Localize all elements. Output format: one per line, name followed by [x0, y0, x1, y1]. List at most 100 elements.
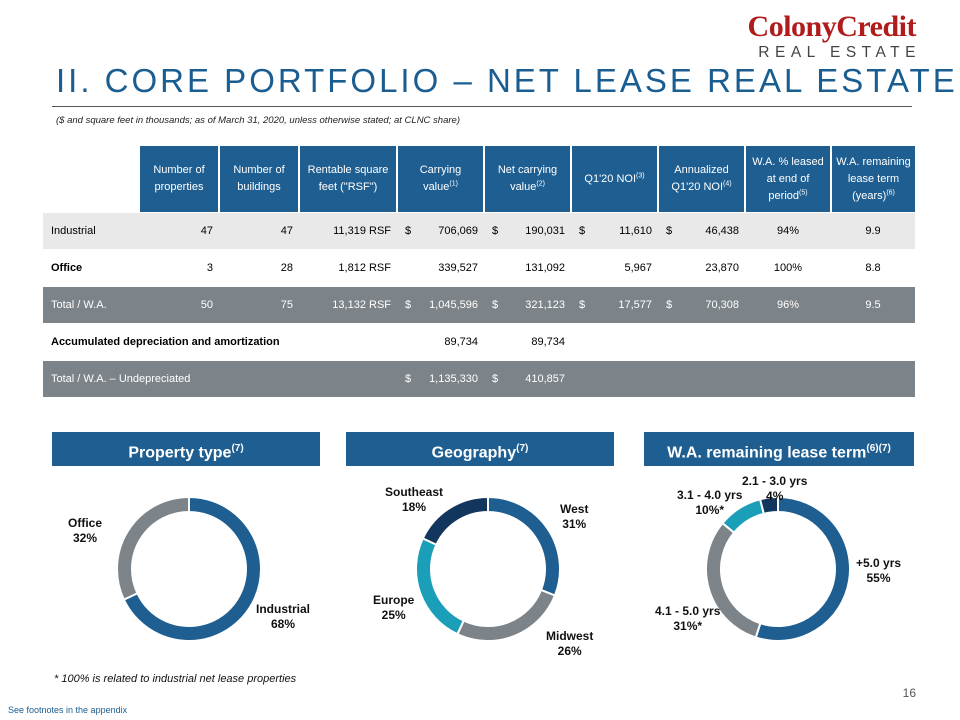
cell-properties — [139, 323, 219, 361]
currency-symbol: $ — [579, 299, 586, 311]
currency-symbol: $ — [405, 373, 412, 385]
donut-segment-west — [487, 497, 560, 597]
cell-leased — [745, 360, 831, 397]
page-number: 16 — [902, 686, 916, 700]
donut-label-4-5yrs: 4.1 - 5.0 yrs 31%* — [655, 604, 720, 634]
donut-label-2-3yrs: 2.1 - 3.0 yrs 4% — [742, 474, 807, 504]
cell-value: 5,967 — [624, 262, 652, 274]
header-footnote: (6) — [886, 188, 895, 196]
segment-percent: 31% — [562, 517, 587, 531]
donut-label-midwest: Midwest 26% — [546, 629, 593, 659]
currency-symbol: $ — [405, 299, 412, 311]
cell-noi: $17,577 — [571, 286, 658, 324]
donut-segment-office — [117, 497, 190, 601]
segment-percent: 32% — [72, 531, 98, 545]
segment-name: Industrial — [256, 602, 311, 616]
header-footnote: (1) — [449, 180, 458, 188]
panel-title-footnote: (7) — [516, 443, 529, 454]
cell-buildings: 28 — [219, 249, 299, 287]
cell-carrying: 89,734 — [397, 323, 484, 361]
header-properties: Number of properties — [138, 146, 219, 213]
header-text: Q1'20 NOI — [584, 172, 637, 185]
segment-name: 4.1 - 5.0 yrs — [655, 604, 721, 618]
cell-term: 9.5 — [831, 286, 915, 324]
currency-symbol: $ — [492, 225, 499, 237]
header-wa-lease-term: W.A. remaining lease term (years)(6) — [830, 146, 915, 213]
row-label: Total / W.A. – Undepreciated — [43, 360, 190, 397]
cell-value: 339,527 — [438, 262, 478, 274]
cell-value: 190,031 — [525, 225, 565, 237]
cell-properties: 3 — [139, 249, 219, 287]
cell-value: 46,438 — [705, 225, 739, 237]
segment-percent: 55% — [866, 571, 891, 585]
segment-name: Office — [68, 516, 103, 530]
cell-carrying: 339,527 — [397, 249, 484, 287]
cell-rsf: 1,812 RSF — [299, 249, 397, 287]
header-footnote: (2) — [536, 180, 545, 188]
currency-symbol: $ — [405, 225, 412, 237]
lease-term-donut — [706, 497, 850, 641]
table-header-row: Number of properties Number of buildings… — [43, 146, 915, 213]
table-row: Industrial 47 47 11,319 RSF $706,069 $190,031… — [43, 212, 915, 250]
cell-properties: 50 — [139, 286, 219, 324]
header-rsf: Rentable square feet ("RSF") — [298, 146, 397, 213]
header-text: Number of buildings — [233, 164, 285, 193]
cell-leased: 96% — [745, 286, 831, 324]
cell-rsf: 13,132 RSF — [299, 286, 397, 324]
segment-name: 3.1 - 4.0 yrs — [677, 488, 743, 502]
segment-percent: 68% — [270, 617, 296, 631]
row-label: Office — [43, 249, 139, 287]
cell-value: 131,092 — [525, 262, 565, 274]
portfolio-table-container: Number of properties Number of buildings… — [43, 146, 915, 397]
cell-buildings: 75 — [219, 286, 299, 324]
donut-segment-5-0-yrs — [754, 497, 850, 641]
panel-title-footnote: (7) — [231, 443, 244, 454]
cell-leased — [745, 323, 831, 361]
cell-rsf: 11,319 RSF — [299, 212, 397, 250]
cell-ann — [658, 360, 745, 397]
header-text: Carrying value — [419, 164, 462, 193]
panel-title-footnote: (6)(7) — [866, 443, 891, 454]
panel-header-lease-term: W.A. remaining lease term(6)(7) — [644, 432, 914, 466]
cell-value: 706,069 — [438, 225, 478, 237]
panel-title: Property type — [128, 444, 232, 462]
donut-label-office: Office 32% — [68, 516, 102, 546]
cell-net: 89,734 — [484, 323, 571, 361]
cell-value: 11,610 — [619, 225, 652, 237]
segment-name: Southeast — [385, 485, 444, 499]
donut-segment-southeast — [421, 497, 489, 547]
cell-ann — [658, 323, 745, 361]
cell-value: 89,734 — [444, 336, 478, 348]
header-text: Number of properties — [153, 164, 205, 193]
cell-net: $321,123 — [484, 286, 571, 324]
donut-segment-industrial — [122, 497, 261, 641]
footnote-industrial: * 100% is related to industrial net leas… — [54, 673, 297, 685]
segment-percent: 4% — [766, 489, 784, 503]
header-text: W.A. remaining lease term (years) — [836, 155, 911, 202]
currency-symbol: $ — [666, 225, 673, 237]
table-row: Total / W.A. 50 75 13,132 RSF $1,045,596 $321… — [43, 286, 915, 324]
table-row: Total / W.A. – Undepreciated $1,135,330 $4… — [43, 360, 915, 397]
panel-header-geography: Geography(7) — [346, 432, 614, 466]
row-label: Accumulated depreciation and amortizatio… — [43, 323, 280, 361]
cell-net: $410,857 — [484, 360, 571, 397]
header-text: Annualized Q1'20 NOI — [671, 164, 729, 193]
cell-ann: 23,870 — [658, 249, 745, 287]
cell-value: 1,135,330 — [429, 373, 478, 385]
cell-ann: $46,438 — [658, 212, 745, 250]
cell-properties: 47 — [139, 212, 219, 250]
cell-buildings — [219, 323, 299, 361]
logo-subtitle: REAL ESTATE — [758, 44, 921, 61]
donut-segment-europe — [416, 537, 466, 636]
segment-name: Europe — [373, 593, 415, 607]
cell-leased: 94% — [745, 212, 831, 250]
header-wa-leased: W.A. % leased at end of period(5) — [744, 146, 831, 213]
cell-properties — [139, 360, 219, 397]
table-body: Industrial 47 47 11,319 RSF $706,069 $190,031… — [43, 212, 915, 397]
geography-donut — [416, 497, 560, 641]
row-label: Total / W.A. — [43, 286, 139, 324]
cell-rsf — [299, 360, 397, 397]
logo-wordmark: ColonyCredit — [747, 10, 917, 43]
donut-segment-midwest — [456, 588, 557, 641]
cell-value: 89,734 — [531, 336, 565, 348]
